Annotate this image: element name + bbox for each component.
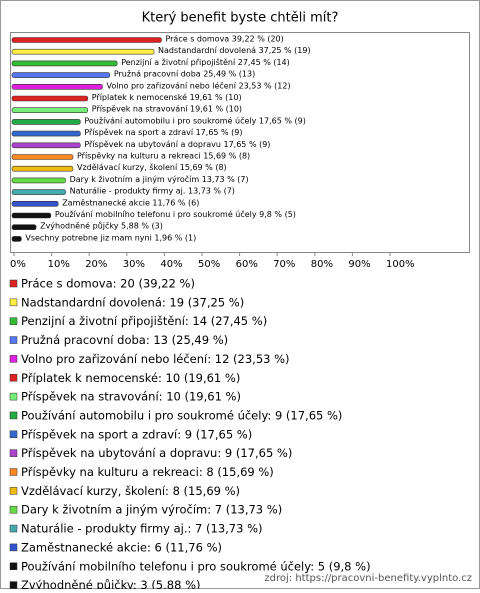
bar-label: Nadstandardní dovolená 37,25 % (19)	[158, 46, 311, 55]
legend-label: Příspěvky na kulturu a rekreaci: 8 (15,6…	[21, 465, 274, 479]
bar	[11, 107, 89, 113]
legend-swatch	[9, 317, 18, 325]
bar	[11, 201, 59, 207]
x-tick-label: 50%	[198, 259, 220, 270]
bar-label: Naturálie - produkty firmy aj. 13,73 % (…	[70, 187, 235, 196]
x-tick-label: 100%	[386, 259, 415, 270]
legend-label: Práce s domova: 20 (39,22 %)	[21, 277, 195, 291]
legend-label: Dary k životním a jiným výročím: 7 (13,7…	[21, 503, 282, 517]
bar-label: Dary k životním a jiným výročím 13,73 % …	[70, 174, 249, 184]
legend-swatch	[9, 411, 18, 420]
legend-label: Volno pro zařizování nebo léčení: 12 (23…	[21, 352, 290, 366]
legend-label: Naturálie - produkty firmy aj.: 7 (13,73…	[21, 522, 263, 536]
bar	[11, 177, 66, 184]
bar-label: Používání automobilu i pro soukromé účel…	[84, 115, 305, 125]
bar	[11, 37, 162, 43]
bar-label: Příspěvek na sport a zdraví 17,65 % (9)	[84, 128, 242, 137]
bar-label: Používání mobilního telefonu i pro soukr…	[55, 209, 296, 219]
bar-label: Vsechny potrebne jiz mam nyni 1,96 % (1)	[25, 233, 196, 242]
bar-label: Zvýhodněné půjčky 5,88 % (3)	[40, 221, 163, 231]
legend-swatch	[9, 543, 18, 552]
bar-label: Volno pro zařizování nebo léčení 23,53 %…	[106, 80, 290, 90]
x-tick-label: 10%	[48, 259, 70, 270]
bar	[11, 119, 81, 125]
x-tick-label: 60%	[236, 259, 258, 270]
bar	[11, 72, 111, 78]
legend-label: Příplatek k nemocenské: 10 (19,61 %)	[21, 371, 240, 385]
legend-swatch	[9, 487, 18, 495]
legend-swatch	[9, 449, 18, 457]
legend-swatch	[9, 581, 18, 589]
bar	[11, 189, 66, 195]
legend-swatch	[9, 392, 18, 401]
bar	[11, 48, 155, 55]
legend-label: Nadstandardní dovolená: 19 (37,25 %)	[21, 295, 244, 309]
source: zdroj: https://pracovni-benefity.vyplnto…	[264, 573, 472, 584]
legend-label: Penzijní a životní připojištění: 14 (27,…	[21, 314, 267, 328]
bar	[11, 95, 89, 102]
legend-swatch	[9, 336, 18, 344]
bar-label: Práce s domova 39,22 % (20)	[165, 35, 283, 44]
x-tick-label: 70%	[273, 259, 295, 270]
chart-title: Který benefit byste chtěli mít?	[142, 11, 339, 26]
bar	[11, 224, 37, 230]
bar	[11, 212, 52, 219]
bar	[11, 60, 118, 67]
legend-swatch	[9, 374, 18, 382]
bar-label: Příplatek k nemocenské 19,61 % (10)	[92, 92, 242, 102]
legend-swatch	[9, 355, 18, 363]
legend-swatch	[9, 279, 18, 288]
legend-label: Zaměstnanecké akcie: 6 (11,76 %)	[21, 540, 222, 554]
bar-label: Zaměstnanecké akcie 11,76 % (6)	[62, 197, 199, 207]
x-tick-label: 30%	[123, 259, 145, 270]
plot-area	[10, 32, 470, 253]
legend-swatch	[9, 524, 18, 533]
bar	[11, 165, 74, 172]
bar	[11, 154, 74, 160]
legend-label: Používání mobilního telefonu i pro soukr…	[21, 559, 371, 573]
bar	[11, 236, 22, 242]
legend-swatch	[9, 430, 18, 439]
bar-label: Penzijní a životní připojištění 27,45 % …	[121, 57, 290, 67]
x-tick-label: 0%	[10, 259, 26, 270]
legend-swatch	[9, 468, 18, 476]
legend-label: Příspěvek na sport a zdraví: 9 (17,65 %)	[21, 427, 252, 441]
bar-label: Příspěvek na ubytování a dopravu 17,65 %…	[84, 140, 270, 149]
x-tick-label: 20%	[85, 259, 107, 270]
legend-label: Příspěvek na ubytování a dopravu: 9 (17,…	[21, 446, 292, 460]
legend-swatch	[9, 298, 18, 307]
x-tick-label: 90%	[348, 259, 370, 270]
legend-label: Zvýhodněné půjčky: 3 (5,88 %)	[21, 578, 201, 589]
bar-label: Příspěvky na kulturu a rekreaci 15,69 % …	[77, 152, 250, 161]
bar	[11, 142, 81, 149]
x-tick-label: 80%	[311, 259, 333, 270]
legend-swatch	[9, 505, 18, 514]
legend-label: Příspěvek na stravování: 10 (19,61 %)	[21, 390, 241, 404]
bar-label: Příspěvek na stravování 19,61 % (10)	[92, 105, 242, 114]
bar	[11, 130, 81, 137]
legend-swatch	[9, 562, 18, 570]
legend-label: Vzdělávací kurzy, školení: 8 (15,69 %)	[21, 484, 240, 498]
bar-label: Pružná pracovní doba 25,49 % (13)	[114, 70, 255, 79]
legend-label: Používání automobilu i pro soukromé účel…	[21, 408, 342, 422]
bar-label: Vzdělávací kurzy, školení 15,69 % (8)	[77, 162, 227, 172]
legend-label: Pružná pracovní doba: 13 (25,49 %)	[21, 333, 228, 347]
bar	[11, 84, 103, 90]
x-tick-label: 40%	[160, 259, 182, 270]
